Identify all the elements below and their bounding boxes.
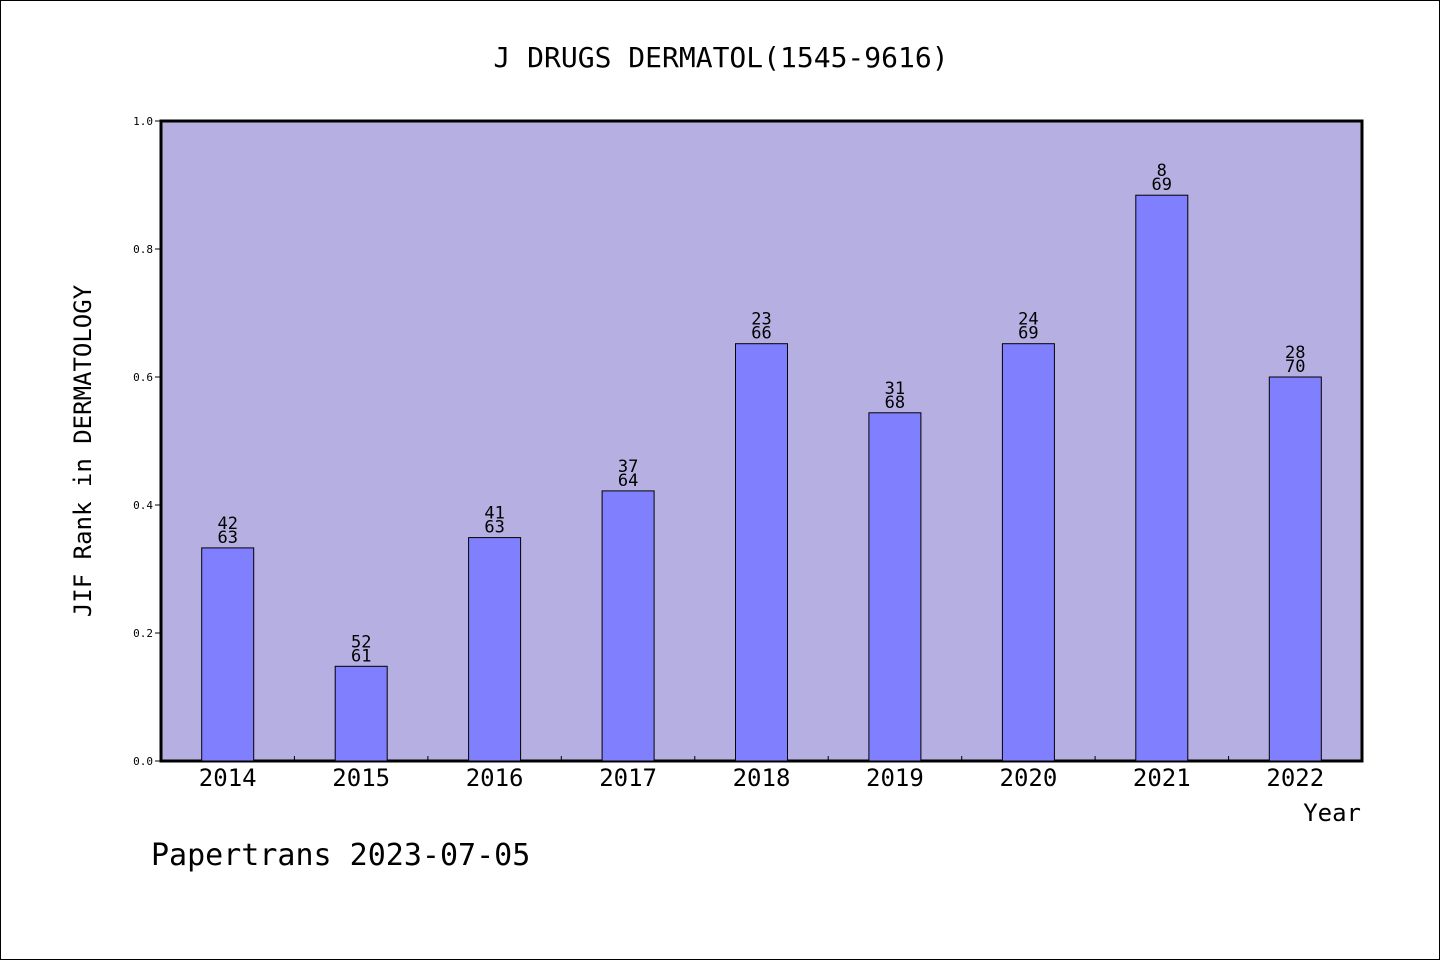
x-tick-label-2014: 2014 (199, 764, 257, 792)
bar-2014 (201, 547, 255, 762)
bar-label-total-2022: 70 (1285, 357, 1305, 377)
bar-label-total-2016: 63 (484, 518, 504, 538)
bar-label-total-2021: 69 (1152, 175, 1172, 195)
bar-2018 (735, 343, 788, 762)
bar-2015 (334, 665, 388, 762)
bar-2016 (468, 537, 522, 762)
bar-2017 (601, 490, 655, 762)
bar-label-rank-2016: 41 (484, 504, 504, 524)
bar-label-rank-2018: 23 (751, 310, 771, 330)
bars-group (201, 194, 1322, 762)
bar-label-total-2018: 66 (751, 324, 771, 344)
bar-label-rank-2017: 37 (618, 457, 638, 477)
bar-label-total-2015: 61 (351, 646, 371, 666)
x-tick-label-2019: 2019 (866, 764, 924, 792)
bar-label-total-2014: 63 (217, 528, 237, 548)
y-tick-label-0.4: 0.4 (133, 499, 153, 512)
y-tick-label-0.8: 0.8 (133, 243, 153, 256)
bar-2020 (1001, 343, 1055, 762)
x-tick-label-2017: 2017 (599, 764, 657, 792)
bar-2022 (1268, 376, 1322, 762)
bar-label-total-2020: 69 (1018, 324, 1038, 344)
bar-2021 (1135, 194, 1189, 762)
bar-label-total-2017: 64 (618, 471, 638, 491)
bar-label-rank-2022: 28 (1285, 343, 1305, 363)
bar-label-rank-2020: 24 (1018, 310, 1038, 330)
papertrans-annotation: Papertrans 2023-07-05 (151, 838, 530, 873)
x-tick-label-2016: 2016 (466, 764, 524, 792)
bar-label-rank-2015: 52 (351, 632, 371, 652)
y-axis: 0.0 0.2 0.4 0.6 0.8 1.0 (133, 115, 161, 768)
bar-2019 (868, 412, 922, 762)
y-tick-label-0.0: 0.0 (133, 755, 153, 768)
y-tick-label-1.0: 1.0 (133, 115, 153, 128)
x-axis-label: Year (1303, 799, 1361, 827)
x-tick-label-2020: 2020 (1000, 764, 1058, 792)
bar-label-rank-2014: 42 (217, 514, 237, 534)
bar-label-rank-2019: 31 (885, 379, 905, 399)
x-tick-label-2022: 2022 (1266, 764, 1324, 792)
x-tick-label-2015: 2015 (332, 764, 390, 792)
y-tick-label-0.2: 0.2 (133, 627, 153, 640)
x-tick-label-2021: 2021 (1133, 764, 1191, 792)
y-tick-label-0.6: 0.6 (133, 371, 153, 384)
bar-label-rank-2021: 8 (1157, 161, 1167, 181)
x-axis: 2014 2015 2016 2017 2018 2019 2020 2021 2022 (199, 756, 1324, 792)
x-tick-label-2018: 2018 (733, 764, 791, 792)
bar-label-total-2019: 68 (885, 393, 905, 413)
y-axis-label: JIF Rank in DERMATOLOGY (69, 284, 97, 617)
chart-title: J DRUGS DERMATOL(1545-9616) (493, 41, 948, 74)
